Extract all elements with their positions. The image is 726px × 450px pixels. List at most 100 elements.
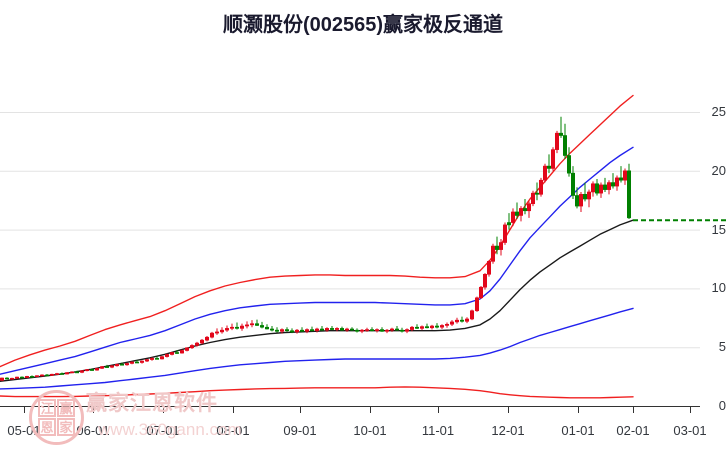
candle-body bbox=[414, 326, 419, 329]
candle-body bbox=[434, 325, 439, 328]
candle-body bbox=[29, 376, 34, 378]
candle-body bbox=[554, 132, 559, 150]
x-tick-mark bbox=[93, 406, 94, 413]
candle-body bbox=[522, 208, 527, 212]
x-tick-mark bbox=[163, 406, 164, 413]
candle-body bbox=[240, 325, 245, 329]
candle-body bbox=[424, 326, 429, 329]
x-tick-label: 07-01 bbox=[146, 423, 180, 438]
candle-body bbox=[454, 319, 459, 323]
x-tick-mark bbox=[24, 406, 25, 413]
x-tick-mark bbox=[690, 406, 691, 413]
candle-body bbox=[49, 373, 54, 376]
y-tick-label: 20 bbox=[711, 162, 726, 178]
candle-body bbox=[606, 182, 611, 190]
x-tick-mark bbox=[633, 406, 634, 413]
x-axis: 05-01 06-01 07-01 08-01 09-01 10-01 11-01 12-01… bbox=[0, 406, 726, 450]
candle-body bbox=[250, 323, 255, 326]
candle-body bbox=[319, 328, 324, 331]
candle-body bbox=[439, 325, 444, 328]
candle-body bbox=[140, 360, 145, 363]
candle-body bbox=[235, 326, 240, 329]
candle-body bbox=[115, 363, 120, 367]
candle-body bbox=[542, 165, 547, 181]
candle-body bbox=[210, 332, 215, 338]
candle-body bbox=[59, 373, 64, 375]
candle-body bbox=[299, 329, 304, 332]
x-tick-mark bbox=[233, 406, 234, 413]
candle-body bbox=[614, 177, 619, 187]
candle-body bbox=[220, 329, 225, 333]
candle-body bbox=[566, 155, 571, 174]
x-tick-label: 01-01 bbox=[561, 423, 595, 438]
candle-body bbox=[334, 328, 339, 330]
y-axis: 0 5 10 15 20 25 bbox=[694, 58, 726, 413]
x-tick-label: 11-01 bbox=[421, 423, 455, 438]
candle-body bbox=[618, 177, 623, 181]
x-tick-label: 05-01 bbox=[7, 423, 41, 438]
x-tick-mark bbox=[300, 406, 301, 413]
candle-body bbox=[384, 329, 389, 332]
candle-body bbox=[498, 242, 503, 250]
candle-body bbox=[518, 208, 523, 216]
x-tick-label: 10-01 bbox=[353, 423, 387, 438]
candle-body bbox=[459, 319, 464, 322]
series-upper-outer-band bbox=[0, 94, 634, 368]
candle-body bbox=[195, 342, 200, 346]
x-tick-label: 06-01 bbox=[76, 423, 110, 438]
candle-body bbox=[105, 366, 110, 368]
x-axis-line bbox=[0, 406, 700, 407]
candle-body bbox=[349, 328, 354, 331]
candle-body bbox=[574, 195, 579, 207]
x-tick-label: 09-01 bbox=[283, 423, 317, 438]
candle-body bbox=[80, 370, 85, 373]
candle-body bbox=[502, 224, 507, 243]
candle-body bbox=[85, 369, 90, 372]
candle-body bbox=[444, 323, 449, 326]
candle-body bbox=[602, 184, 607, 190]
candle-body bbox=[586, 191, 591, 200]
y-tick-label: 5 bbox=[718, 339, 726, 355]
candle-body bbox=[90, 369, 95, 371]
candle-body bbox=[245, 324, 250, 327]
candle-body bbox=[5, 377, 10, 380]
candle-body bbox=[255, 323, 260, 326]
candle-body bbox=[230, 326, 235, 329]
candle-body bbox=[135, 361, 140, 364]
candle-body bbox=[19, 376, 24, 379]
candle-body bbox=[622, 170, 627, 181]
candle-body bbox=[269, 328, 274, 331]
candle-body bbox=[39, 374, 44, 377]
candle-body bbox=[160, 356, 165, 360]
candle-body bbox=[474, 297, 479, 312]
candle-body bbox=[274, 329, 279, 332]
candle-body bbox=[175, 352, 180, 354]
candle-body bbox=[514, 211, 519, 216]
x-tick-label: 12-01 bbox=[491, 423, 525, 438]
candle-body bbox=[75, 371, 80, 374]
y-tick-label: 0 bbox=[718, 398, 726, 413]
candlestick-group bbox=[0, 116, 631, 382]
series-upper-inner-band bbox=[0, 146, 634, 375]
candle-body bbox=[289, 330, 294, 333]
series-lower-inner-band bbox=[0, 307, 634, 390]
candle-body bbox=[125, 363, 130, 366]
candle-body bbox=[10, 377, 15, 380]
candle-body bbox=[95, 368, 100, 371]
chart-plot-area bbox=[0, 58, 726, 408]
candle-body bbox=[344, 328, 349, 331]
candle-body bbox=[150, 358, 155, 360]
x-tick-mark bbox=[438, 406, 439, 413]
candle-body bbox=[409, 326, 414, 330]
candle-body bbox=[329, 328, 334, 330]
x-tick-mark bbox=[370, 406, 371, 413]
candle-body bbox=[419, 326, 424, 329]
candle-body bbox=[374, 329, 379, 332]
candle-body bbox=[486, 261, 491, 275]
candle-body bbox=[389, 328, 394, 331]
candle-body bbox=[155, 358, 160, 360]
candle-body bbox=[190, 345, 195, 349]
candle-body bbox=[120, 363, 125, 366]
candle-body bbox=[65, 372, 70, 375]
candle-body bbox=[506, 222, 511, 226]
